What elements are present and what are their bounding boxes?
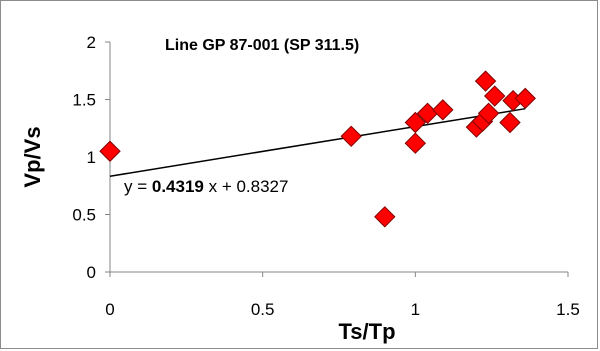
data-point xyxy=(404,132,427,154)
y-tick-label: 1.5 xyxy=(72,91,96,110)
trendline-equation: y = 0.4319 x + 0.8327 xyxy=(124,177,288,196)
data-point xyxy=(374,206,396,228)
data-point xyxy=(340,125,362,148)
y-tick-label: 0.5 xyxy=(72,206,96,225)
data-point xyxy=(99,140,121,162)
x-tick-label: 1 xyxy=(411,300,420,319)
y-axis-title: Vp/Vs xyxy=(20,126,45,187)
equation-suffix: x + 0.8327 xyxy=(204,177,289,196)
ticks: 0 0.5 1 1.5 0 0.5 1 1.5 2 xyxy=(72,33,579,319)
x-axis-title: Ts/Tp xyxy=(338,319,395,344)
data-point xyxy=(499,111,521,134)
equation-slope: 0.4319 xyxy=(152,177,204,196)
y-tick-label: 2 xyxy=(87,33,96,52)
axes xyxy=(109,42,568,273)
y-tick-label: 1 xyxy=(87,148,96,167)
y-tick-label: 0 xyxy=(87,263,96,282)
trendline xyxy=(109,107,526,177)
data-point xyxy=(477,102,500,125)
data-points xyxy=(99,70,536,228)
x-tick-label: 1.5 xyxy=(556,300,580,319)
data-point xyxy=(404,111,427,134)
data-point xyxy=(484,85,506,107)
data-point xyxy=(474,70,497,92)
x-tick-label: 0.5 xyxy=(251,300,275,319)
equation-prefix: y = xyxy=(124,177,152,196)
x-tick-label: 0 xyxy=(105,300,114,319)
chart-title: Line GP 87-001 (SP 311.5) xyxy=(165,37,359,54)
data-point xyxy=(432,99,454,121)
data-point xyxy=(514,87,536,110)
